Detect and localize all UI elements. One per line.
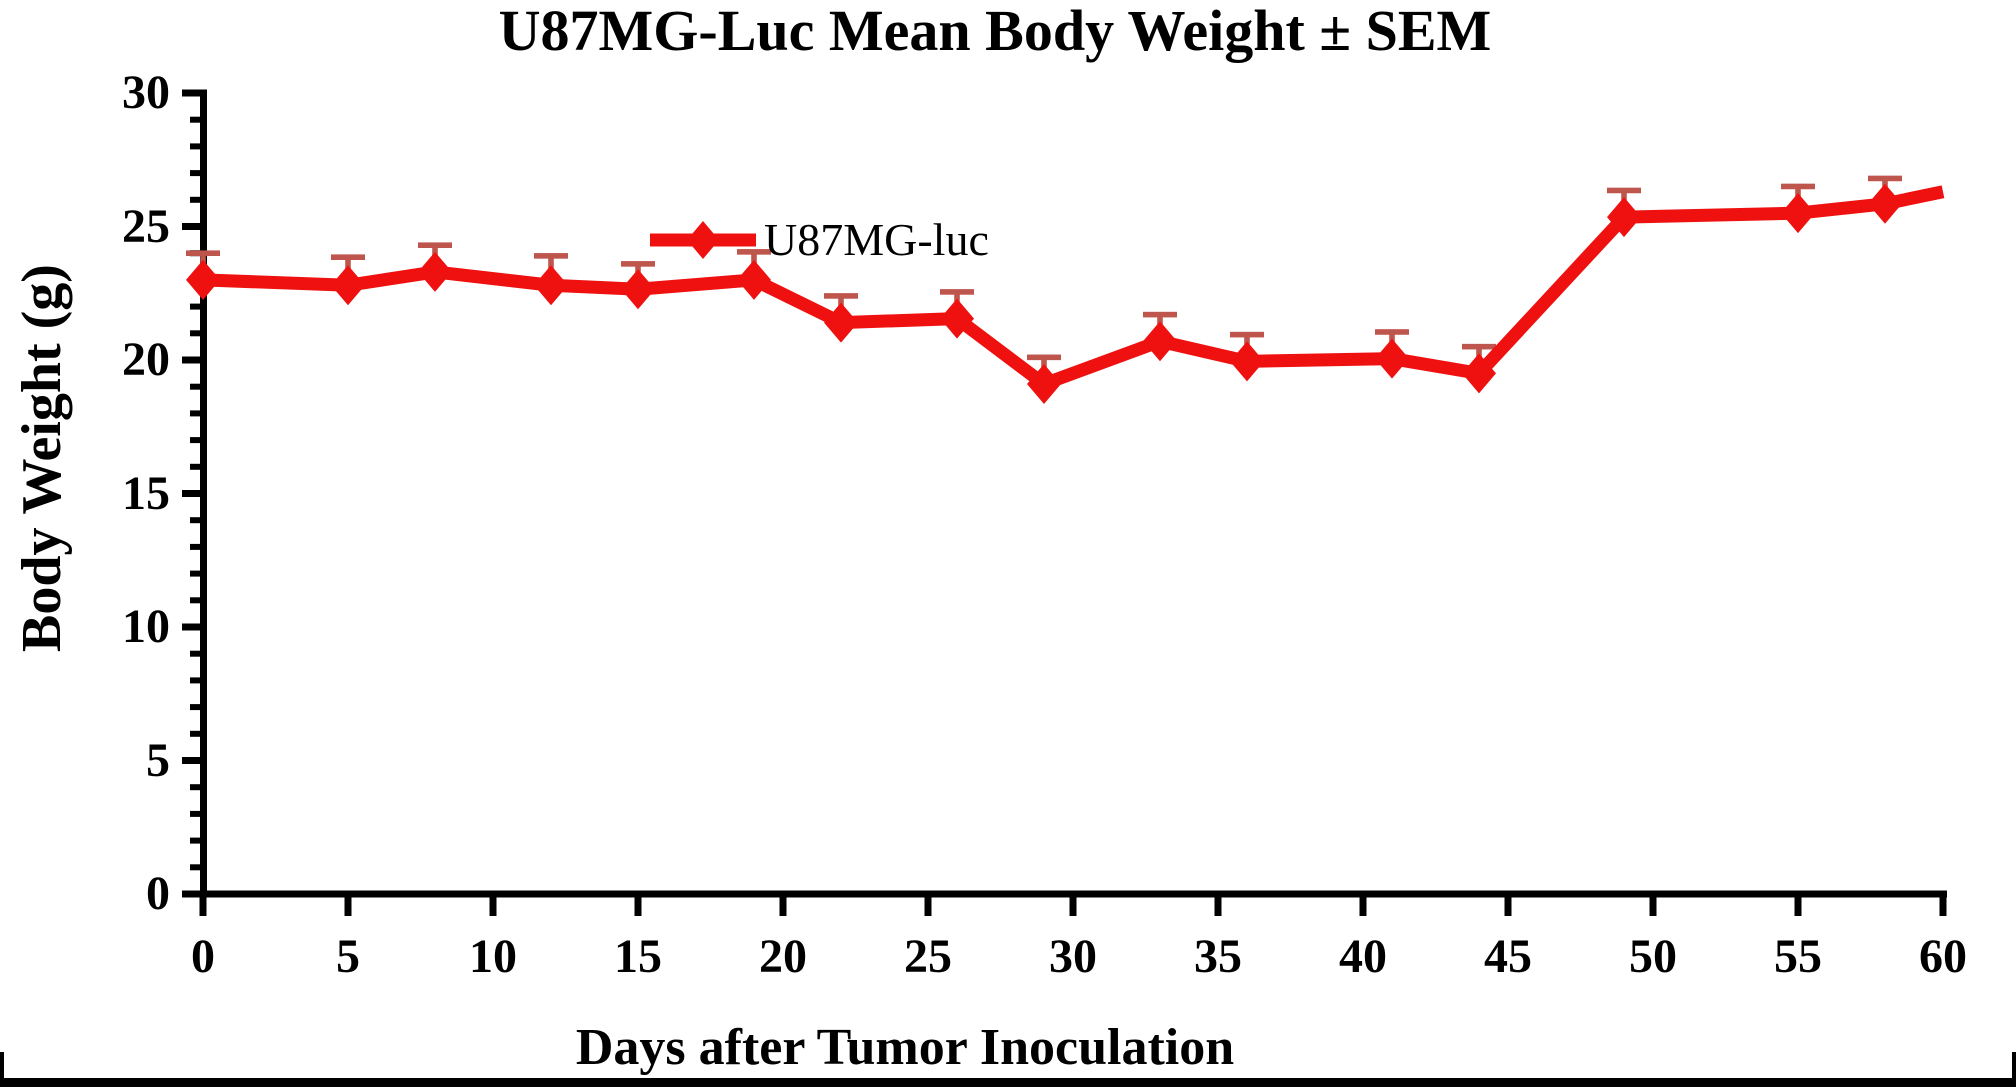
left-border-stub [0, 1052, 4, 1087]
x-major-tick [1794, 897, 1802, 916]
x-major-tick [924, 897, 932, 916]
error-bar-cap [824, 293, 858, 299]
x-axis-spine [200, 890, 1947, 898]
y-major-tick [182, 223, 203, 230]
y-minor-tick [190, 330, 203, 337]
y-major-tick [182, 890, 203, 898]
x-major-tick [344, 897, 352, 916]
y-major-tick [182, 623, 203, 631]
series-marker [1781, 193, 1815, 234]
series-marker [1607, 197, 1641, 238]
error-bar-cap [186, 250, 220, 256]
y-minor-tick [190, 837, 203, 844]
series-marker [824, 302, 858, 343]
y-minor-tick [190, 437, 203, 444]
y-minor-tick [190, 810, 203, 817]
right-border-stub [2012, 1052, 2016, 1087]
y-minor-tick [190, 650, 203, 657]
y-minor-tick [190, 784, 203, 791]
legend-marker-sample [687, 221, 719, 259]
legend-label: U87MG-luc [764, 214, 989, 265]
y-major-tick [182, 490, 203, 497]
error-bar-cap [621, 261, 655, 267]
error-bar-cap [1868, 175, 1902, 182]
error-bar-cap [1781, 183, 1815, 190]
y-minor-tick [190, 383, 203, 390]
y-major-tick [182, 356, 203, 364]
y-axis-label: Body Weight (g) [11, 264, 73, 652]
y-minor-tick [190, 143, 203, 150]
y-minor-tick [190, 570, 203, 577]
y-axis-spine [200, 89, 207, 898]
series-line [202, 185, 1945, 392]
y-minor-tick [190, 116, 203, 123]
error-bar-cap [1230, 331, 1264, 338]
error-bar-cap [331, 254, 365, 261]
y-major-tick [182, 89, 203, 97]
error-bar-cap [1607, 187, 1641, 194]
error-bar-cap [1462, 343, 1496, 350]
y-minor-tick [190, 597, 203, 604]
x-major-tick [199, 897, 207, 916]
bottom-border [0, 1078, 2016, 1087]
y-minor-tick [190, 196, 203, 203]
series-marker [621, 269, 655, 310]
x-major-tick [1504, 897, 1512, 916]
series-marker [1868, 183, 1902, 224]
x-major-tick [1649, 897, 1657, 916]
x-major-tick [1069, 897, 1077, 916]
series-marker [1462, 353, 1496, 394]
y-minor-tick [190, 410, 203, 417]
y-minor-tick [190, 864, 203, 871]
x-major-tick [1214, 897, 1222, 916]
x-major-tick [779, 897, 787, 916]
y-minor-tick [190, 517, 203, 524]
series-marker [418, 251, 452, 292]
chart-title: U87MG-Luc Mean Body Weight ± SEM [498, 0, 1492, 63]
y-minor-tick [190, 463, 203, 470]
series-marker [1143, 321, 1177, 362]
error-bar-cap [534, 253, 568, 259]
error-bar-cap [737, 249, 771, 255]
error-bar-cap [1143, 311, 1177, 318]
x-axis-label: Days after Tumor Inoculation [575, 1019, 1235, 1076]
y-minor-tick [190, 730, 203, 737]
series-marker [1230, 341, 1264, 382]
x-major-tick [1359, 897, 1367, 916]
x-major-tick [1939, 897, 1947, 916]
y-minor-tick [190, 543, 203, 550]
y-minor-tick [190, 704, 203, 711]
error-bar-cap [1375, 329, 1409, 335]
error-bar-cap [418, 242, 452, 248]
y-minor-tick [190, 303, 203, 310]
x-major-tick [489, 897, 497, 916]
series-marker [534, 265, 568, 306]
y-minor-tick [190, 677, 203, 684]
error-bar-cap [940, 289, 974, 295]
x-major-tick [634, 897, 642, 916]
y-major-tick [182, 757, 203, 764]
series-marker [1027, 364, 1061, 405]
series-marker [737, 259, 771, 300]
y-minor-tick [190, 170, 203, 177]
series-marker [1375, 338, 1409, 379]
series-marker [940, 298, 974, 339]
series-marker [331, 265, 365, 306]
series-marker [186, 259, 220, 300]
error-bar-cap [1027, 354, 1061, 361]
